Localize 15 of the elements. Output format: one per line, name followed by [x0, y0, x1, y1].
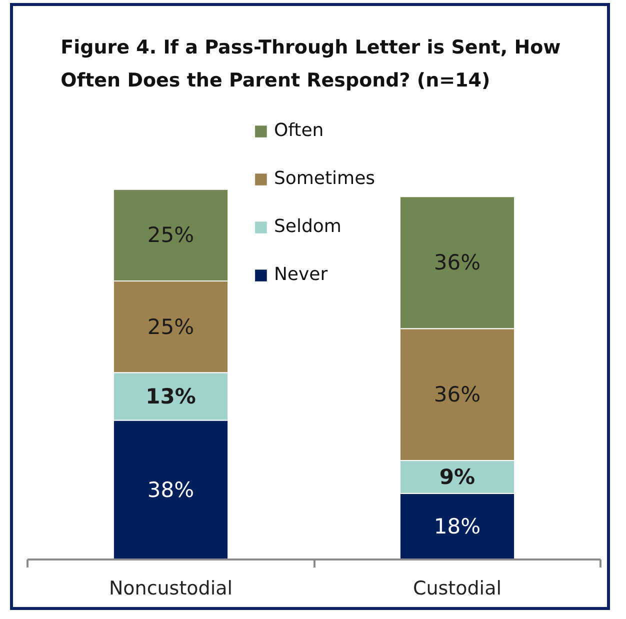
- legend-label: Never: [274, 264, 328, 285]
- legend-label: Sometimes: [274, 168, 376, 189]
- x-tick-label: Custodial: [412, 578, 502, 600]
- legend-label: Often: [274, 120, 324, 141]
- data-label: 13%: [146, 384, 196, 408]
- data-label: 36%: [434, 382, 481, 407]
- data-label: 9%: [439, 465, 476, 490]
- data-label: 36%: [434, 250, 481, 275]
- data-label: 25%: [147, 223, 194, 248]
- legend-label: Seldom: [274, 216, 342, 237]
- chart-title: Figure 4. If a Pass-Through Letter is Sent, How Often Does the Parent Respond? (n=14): [60, 36, 561, 92]
- x-tick-label: Noncustodial: [108, 578, 233, 600]
- data-label: 18%: [434, 514, 481, 539]
- data-label: 25%: [147, 314, 194, 339]
- data-label: 38%: [147, 478, 194, 502]
